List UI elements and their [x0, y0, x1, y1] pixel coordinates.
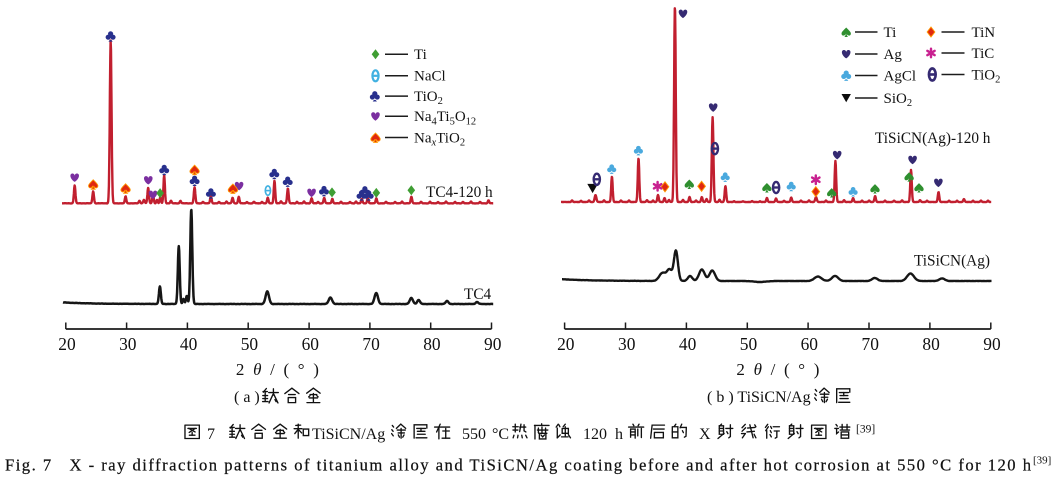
- svg-text:20: 20: [557, 334, 575, 354]
- svg-text:[39]: [39]: [856, 424, 875, 436]
- svg-text:50: 50: [241, 334, 259, 354]
- svg-text:30: 30: [618, 334, 636, 354]
- svg-text:80: 80: [423, 334, 441, 354]
- svg-text:TC4-120 h: TC4-120 h: [426, 184, 493, 201]
- svg-text:TiSiCN(Ag)-120 h: TiSiCN(Ag)-120 h: [875, 130, 991, 147]
- svg-text:120: 120: [583, 426, 607, 443]
- svg-text:50: 50: [740, 334, 758, 354]
- svg-text:40: 40: [679, 334, 697, 354]
- svg-text:60: 60: [801, 334, 819, 354]
- svg-text:TC4: TC4: [464, 286, 492, 303]
- svg-text:20: 20: [58, 334, 76, 354]
- svg-text:TiO2: TiO2: [972, 67, 1001, 85]
- svg-text:70: 70: [362, 334, 380, 354]
- svg-text:h: h: [615, 426, 623, 443]
- svg-text:2 θ / ( ° ): 2 θ / ( ° ): [236, 360, 321, 379]
- svg-text:[39]: [39]: [1033, 455, 1051, 467]
- svg-text:X: X: [699, 426, 711, 443]
- svg-text:90: 90: [983, 334, 1001, 354]
- svg-text:80: 80: [922, 334, 940, 354]
- svg-text:70: 70: [862, 334, 880, 354]
- svg-text:TiC: TiC: [972, 46, 995, 62]
- svg-text:TiN: TiN: [972, 25, 996, 41]
- svg-text:60: 60: [302, 334, 320, 354]
- svg-text:Fig. 7 X - ray diffraction p: Fig. 7 X - ray diffraction patterns of t…: [5, 456, 1032, 475]
- svg-text:( b ) TiSiCN/Ag: ( b ) TiSiCN/Ag: [707, 389, 811, 406]
- svg-text:2 θ / ( ° ): 2 θ / ( ° ): [736, 360, 821, 379]
- svg-text:TiSiCN/Ag: TiSiCN/Ag: [312, 426, 385, 443]
- svg-text:( a ): ( a ): [234, 389, 260, 406]
- svg-text:°C: °C: [492, 426, 509, 443]
- svg-text:Ag: Ag: [884, 47, 903, 63]
- svg-text:40: 40: [180, 334, 198, 354]
- svg-text:7: 7: [207, 426, 215, 443]
- svg-text:90: 90: [484, 334, 502, 354]
- svg-text:SiO2: SiO2: [884, 91, 913, 109]
- svg-text:NaCl: NaCl: [414, 69, 446, 85]
- svg-text:Na4Ti5O12: Na4Ti5O12: [414, 109, 476, 127]
- svg-text:AgCl: AgCl: [884, 68, 917, 84]
- svg-text:TiO2: TiO2: [414, 89, 443, 107]
- svg-text:30: 30: [119, 334, 137, 354]
- svg-text:550: 550: [462, 426, 486, 443]
- svg-text:Ti: Ti: [884, 25, 897, 41]
- svg-text:NaxTiO2: NaxTiO2: [414, 130, 465, 148]
- svg-text:Ti: Ti: [414, 47, 427, 63]
- svg-text:TiSiCN(Ag): TiSiCN(Ag): [914, 253, 990, 270]
